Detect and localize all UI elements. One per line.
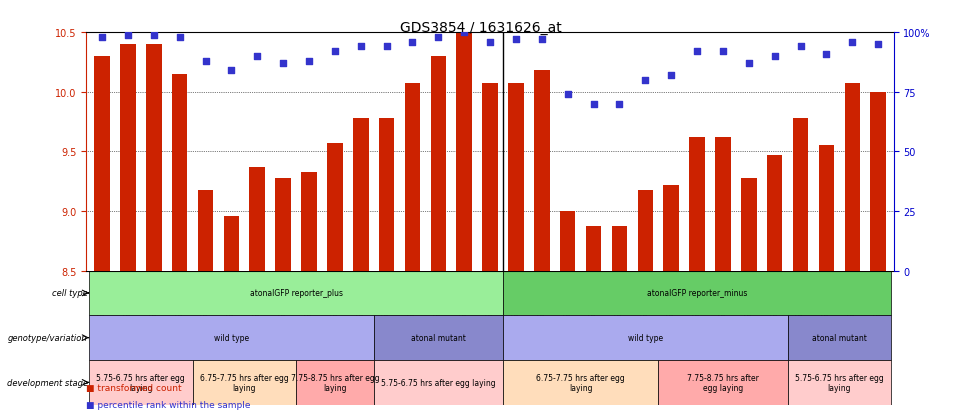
FancyBboxPatch shape <box>89 360 192 405</box>
FancyBboxPatch shape <box>788 360 891 405</box>
Point <box>198 58 213 65</box>
FancyBboxPatch shape <box>503 360 658 405</box>
Text: development stage: development stage <box>7 378 87 387</box>
Text: wild type: wild type <box>628 333 663 342</box>
Point <box>767 54 782 60</box>
Point <box>586 101 602 108</box>
Point <box>120 32 136 39</box>
Point <box>327 49 342 55</box>
Bar <box>637 190 653 271</box>
Text: atonal mutant: atonal mutant <box>812 333 867 342</box>
Bar <box>689 138 704 271</box>
Text: 5.75-6.75 hrs after egg
laying: 5.75-6.75 hrs after egg laying <box>96 373 185 392</box>
Point <box>146 32 161 39</box>
Bar <box>612 227 628 271</box>
Bar <box>198 190 213 271</box>
Text: atonal mutant: atonal mutant <box>411 333 466 342</box>
Point <box>560 92 576 98</box>
Point <box>871 42 886 48</box>
Point <box>482 39 498 46</box>
Bar <box>224 216 239 271</box>
Point <box>172 35 187 41</box>
Bar <box>482 84 498 271</box>
Bar <box>560 211 576 271</box>
Point <box>612 101 628 108</box>
Point <box>250 54 265 60</box>
Bar <box>276 178 291 271</box>
Text: ■ transformed count: ■ transformed count <box>86 383 183 392</box>
FancyBboxPatch shape <box>503 271 891 316</box>
Text: cell type: cell type <box>52 289 87 298</box>
Point <box>534 37 550 43</box>
Text: 6.75-7.75 hrs after egg
laying: 6.75-7.75 hrs after egg laying <box>536 373 625 392</box>
Bar <box>715 138 730 271</box>
Point <box>405 39 420 46</box>
Point <box>353 44 368 51</box>
Bar <box>94 57 110 271</box>
Point <box>663 73 678 79</box>
Bar <box>353 119 368 271</box>
Point <box>689 49 704 55</box>
Bar <box>871 93 886 271</box>
Text: 5.75-6.75 hrs after egg
laying: 5.75-6.75 hrs after egg laying <box>795 373 884 392</box>
Point <box>302 58 317 65</box>
FancyBboxPatch shape <box>89 271 503 316</box>
Point <box>715 49 730 55</box>
Bar <box>456 33 472 271</box>
FancyBboxPatch shape <box>374 316 503 360</box>
Point <box>638 77 653 84</box>
Bar <box>120 45 136 271</box>
Point <box>456 30 472 36</box>
Text: GDS3854 / 1631626_at: GDS3854 / 1631626_at <box>400 21 561 35</box>
Text: 6.75-7.75 hrs after egg
laying: 6.75-7.75 hrs after egg laying <box>200 373 288 392</box>
Bar <box>405 84 420 271</box>
Text: genotype/variation: genotype/variation <box>8 333 87 342</box>
Point <box>431 35 446 41</box>
Point <box>819 51 834 58</box>
Bar <box>534 71 550 271</box>
Bar <box>301 172 317 271</box>
Bar <box>741 178 756 271</box>
Bar <box>431 57 446 271</box>
FancyBboxPatch shape <box>89 316 374 360</box>
Text: 7.75-8.75 hrs after
egg laying: 7.75-8.75 hrs after egg laying <box>687 373 759 392</box>
Bar <box>172 75 187 271</box>
Point <box>224 68 239 74</box>
Point <box>276 61 291 67</box>
Text: wild type: wild type <box>213 333 249 342</box>
Bar <box>327 144 343 271</box>
FancyBboxPatch shape <box>374 360 503 405</box>
Bar <box>845 84 860 271</box>
Point <box>508 37 524 43</box>
FancyBboxPatch shape <box>658 360 788 405</box>
Bar <box>793 119 808 271</box>
Bar <box>767 156 782 271</box>
Bar <box>586 227 602 271</box>
Point <box>94 35 110 41</box>
Bar <box>663 185 679 271</box>
FancyBboxPatch shape <box>296 360 374 405</box>
Bar <box>508 84 524 271</box>
Bar <box>146 45 161 271</box>
Point <box>379 44 394 51</box>
Text: atonalGFP reporter_plus: atonalGFP reporter_plus <box>250 289 342 298</box>
Point <box>845 39 860 46</box>
Text: 7.75-8.75 hrs after egg
laying: 7.75-8.75 hrs after egg laying <box>290 373 380 392</box>
Text: ■ percentile rank within the sample: ■ percentile rank within the sample <box>86 400 251 409</box>
Bar <box>379 119 394 271</box>
Text: atonalGFP reporter_minus: atonalGFP reporter_minus <box>647 289 748 298</box>
FancyBboxPatch shape <box>192 360 296 405</box>
FancyBboxPatch shape <box>503 316 788 360</box>
Point <box>741 61 756 67</box>
FancyBboxPatch shape <box>788 316 891 360</box>
Bar <box>250 167 265 271</box>
Bar <box>819 146 834 271</box>
Point <box>793 44 808 51</box>
Text: 5.75-6.75 hrs after egg laying: 5.75-6.75 hrs after egg laying <box>382 378 496 387</box>
